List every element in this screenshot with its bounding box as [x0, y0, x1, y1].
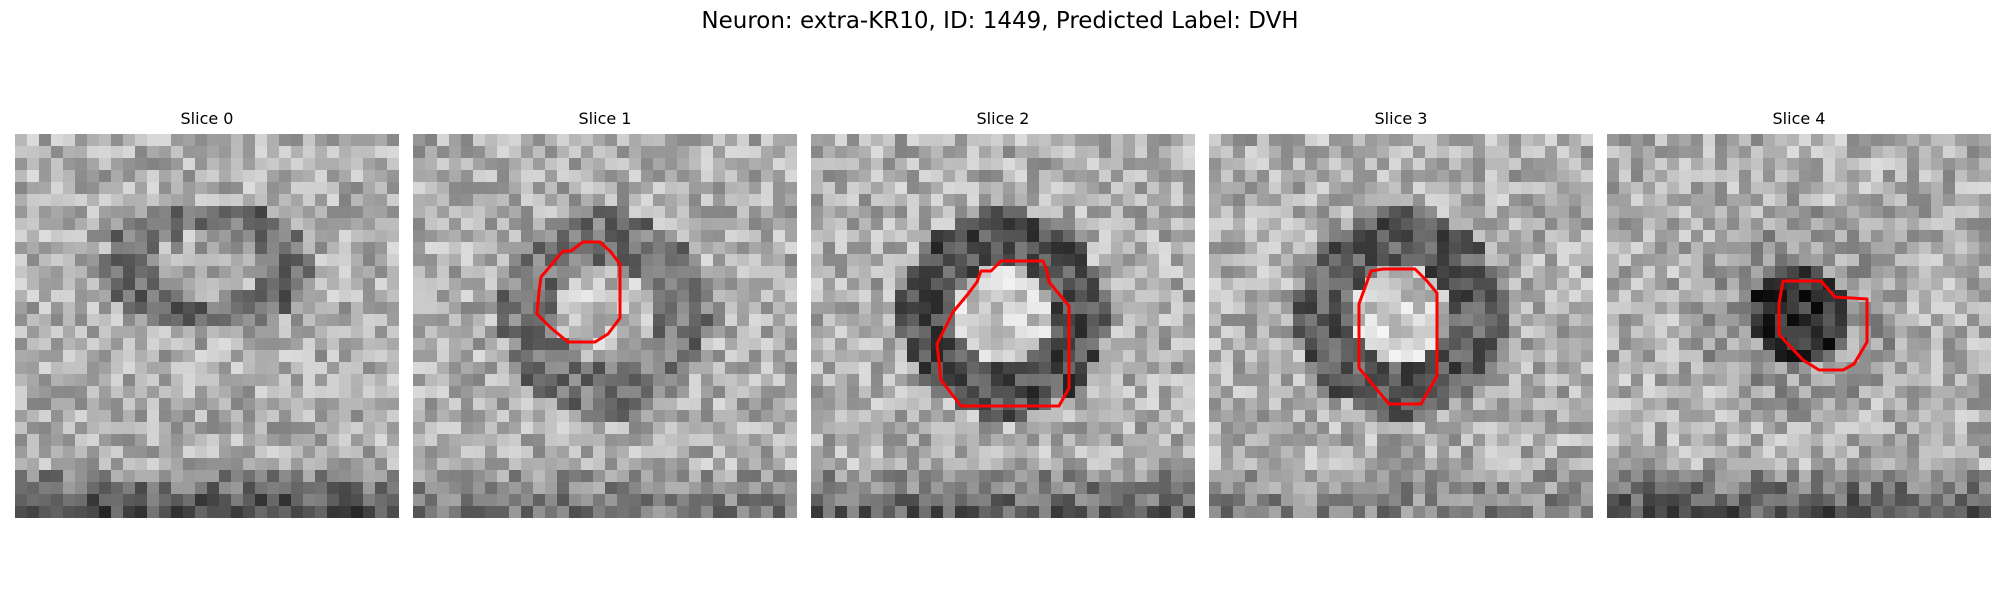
microscopy-pixels: [413, 134, 797, 518]
slice-image: [1607, 134, 1991, 518]
microscopy-pixels: [15, 134, 399, 518]
slice-title: Slice 2: [976, 109, 1030, 128]
slice-image: [413, 134, 797, 518]
microscopy-pixels: [1209, 134, 1593, 518]
slice-title: Slice 0: [180, 109, 234, 128]
slice-panel-1: Slice 1: [413, 108, 797, 518]
roi-outline: [1357, 267, 1439, 406]
slice-image: [1209, 134, 1593, 518]
slice-panel-2: Slice 2: [811, 108, 1195, 518]
slice-panel-3: Slice 3: [1209, 108, 1593, 518]
slice-title: Slice 1: [578, 109, 632, 128]
microscopy-pixels: [811, 134, 1195, 518]
slice-image: [15, 134, 399, 518]
slice-panel-4: Slice 4: [1607, 108, 1991, 518]
roi-outline: [535, 240, 622, 344]
roi-outline: [1777, 279, 1869, 372]
slice-image: [811, 134, 1195, 518]
microscopy-pixels: [1607, 134, 1991, 518]
figure-title: Neuron: extra-KR10, ID: 1449, Predicted …: [701, 8, 1299, 34]
slice-title: Slice 3: [1374, 109, 1428, 128]
slice-title: Slice 4: [1772, 109, 1826, 128]
slice-panel-0: Slice 0: [15, 108, 399, 518]
roi-outline: [935, 259, 1071, 408]
